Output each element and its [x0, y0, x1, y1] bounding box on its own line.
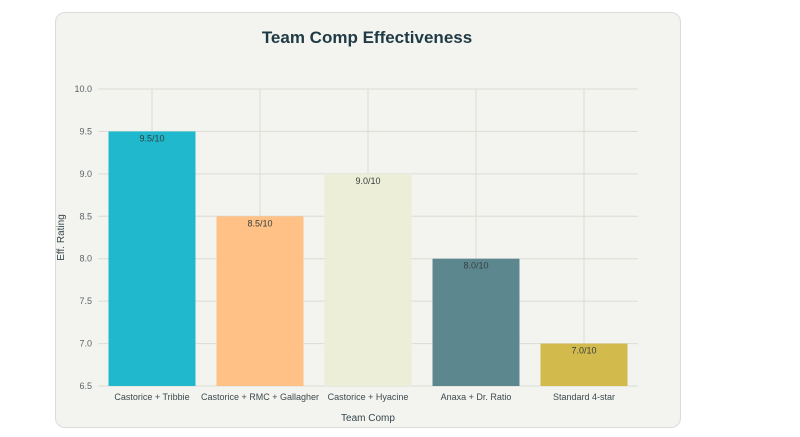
x-tick-label: Anaxa + Dr. Ratio — [441, 392, 512, 402]
y-tick-label: 8.0 — [79, 254, 92, 264]
y-tick-label: 9.0 — [79, 169, 92, 179]
x-tick-label: Castorice + Tribbie — [114, 392, 189, 402]
y-tick-label: 7.0 — [79, 339, 92, 349]
bar-value-label: 9.5/10 — [139, 133, 164, 143]
bar-value-label: 9.0/10 — [355, 176, 380, 186]
x-tick-label: Castorice + RMC + Gallagher — [201, 392, 319, 402]
y-tick-label: 6.5 — [79, 381, 92, 391]
bar — [432, 258, 520, 386]
y-axis-ticks: 6.5 7.0 7.5 8.0 8.5 9.0 9.5 10.0 — [74, 84, 92, 391]
bar — [216, 216, 304, 386]
bar — [108, 131, 196, 386]
x-tick-label: Castorice + Hyacine — [328, 392, 409, 402]
bar-value-label: 7.0/10 — [571, 346, 596, 356]
y-tick-label: 7.5 — [79, 296, 92, 306]
y-tick-label: 9.5 — [79, 126, 92, 136]
bars — [108, 131, 628, 386]
x-axis-ticks: Castorice + Tribbie Castorice + RMC + Gal… — [114, 392, 615, 402]
bar — [540, 343, 628, 386]
bar — [324, 173, 412, 386]
bar-value-label: 8.0/10 — [463, 261, 488, 271]
x-axis-label: Team Comp — [341, 413, 395, 424]
bar-data-labels: 9.5/10 8.5/10 9.0/10 8.0/10 7.0/10 — [139, 133, 596, 355]
bar-value-label: 8.5/10 — [247, 218, 272, 228]
y-tick-label: 8.5 — [79, 211, 92, 221]
y-axis-label: Eff. Rating — [56, 214, 67, 261]
x-tick-label: Standard 4-star — [553, 392, 615, 402]
y-tick-label: 10.0 — [74, 84, 92, 94]
chart-title: Team Comp Effectiveness — [261, 28, 473, 47]
